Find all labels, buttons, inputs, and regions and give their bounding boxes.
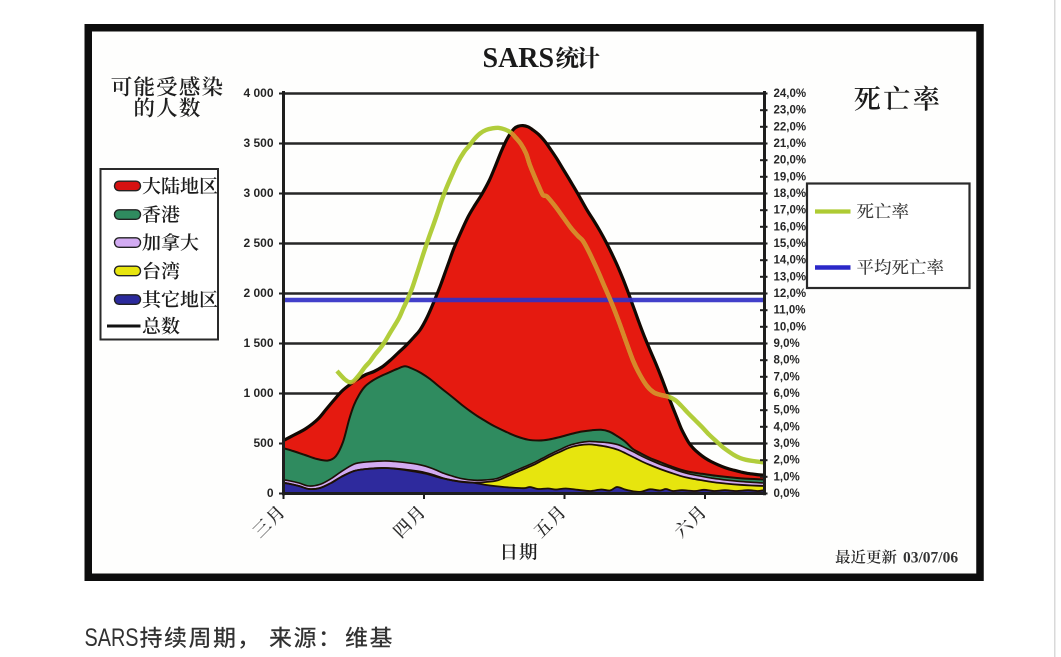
svg-text:11,0%: 11,0%	[774, 305, 806, 317]
svg-text:3 500: 3 500	[243, 136, 273, 150]
svg-text:500: 500	[253, 436, 273, 450]
svg-text:0,0%: 0,0%	[774, 488, 800, 500]
svg-text:12,0%: 12,0%	[774, 288, 807, 300]
svg-text:1 000: 1 000	[243, 386, 273, 400]
svg-text:03/07/06: 03/07/06	[903, 550, 958, 567]
svg-text:16,0%: 16,0%	[774, 221, 807, 233]
svg-text:7,0%: 7,0%	[774, 371, 800, 383]
svg-text:SARS: SARS	[483, 43, 555, 74]
svg-text:14,0%: 14,0%	[774, 255, 807, 267]
svg-text:1 500: 1 500	[243, 336, 273, 350]
svg-text:18,0%: 18,0%	[774, 188, 807, 200]
svg-text:19,0%: 19,0%	[774, 171, 807, 183]
svg-text:20,0%: 20,0%	[774, 155, 807, 167]
svg-text:1,0%: 1,0%	[774, 471, 800, 483]
svg-text:3,0%: 3,0%	[774, 438, 800, 450]
svg-text:4 000: 4 000	[243, 86, 273, 100]
svg-text:21,0%: 21,0%	[774, 138, 807, 150]
svg-text:2,0%: 2,0%	[774, 455, 800, 467]
svg-text:3 000: 3 000	[243, 186, 273, 200]
svg-text:9,0%: 9,0%	[774, 338, 800, 350]
svg-text:4,0%: 4,0%	[774, 421, 800, 433]
svg-text:17,0%: 17,0%	[774, 205, 807, 217]
svg-text:2 500: 2 500	[243, 236, 273, 250]
svg-text:23,0%: 23,0%	[774, 105, 807, 117]
svg-text:15,0%: 15,0%	[774, 238, 807, 250]
svg-text:0: 0	[267, 486, 274, 500]
svg-text:22,0%: 22,0%	[774, 121, 807, 133]
svg-text:2 000: 2 000	[243, 286, 273, 300]
svg-text:10,0%: 10,0%	[774, 321, 807, 333]
svg-text:13,0%: 13,0%	[774, 271, 807, 283]
svg-text:5,0%: 5,0%	[774, 405, 800, 417]
svg-text:24,0%: 24,0%	[774, 88, 807, 100]
svg-text:6,0%: 6,0%	[774, 388, 800, 400]
svg-text:SARS: SARS	[85, 624, 139, 652]
svg-text:8,0%: 8,0%	[774, 355, 800, 367]
